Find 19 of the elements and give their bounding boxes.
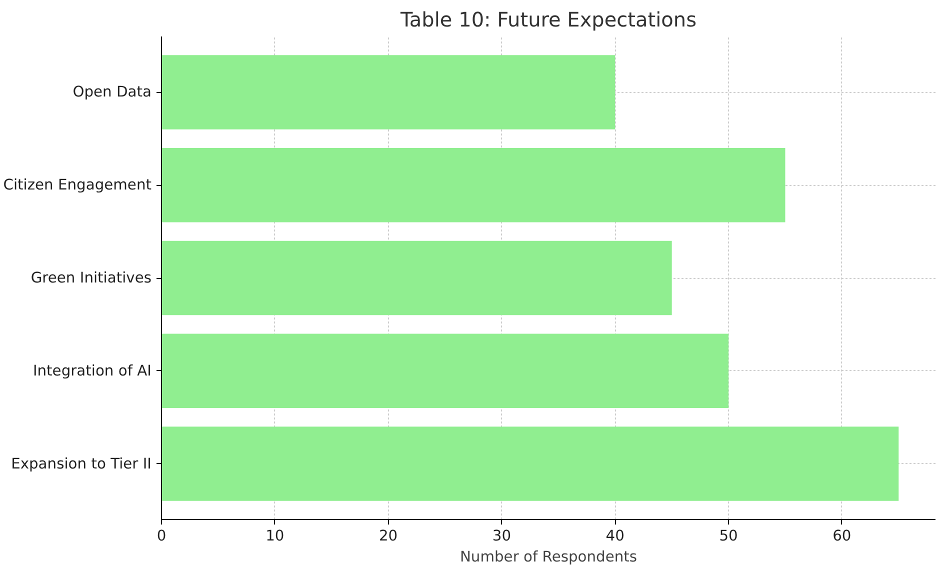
x-axis-title: Number of Respondents <box>460 548 638 566</box>
x-tick-label: 20 <box>378 528 398 544</box>
y-tick-label: Expansion to Tier II <box>11 455 152 472</box>
y-tick-label: Integration of AI <box>32 362 152 380</box>
bar <box>162 240 672 316</box>
bar <box>162 426 899 501</box>
x-tick-label: 40 <box>606 528 624 544</box>
x-tick-label: 10 <box>266 528 284 544</box>
y-tick-label: Open Data <box>72 84 152 101</box>
y-tick-label: Green Initiatives <box>30 270 152 286</box>
x-tick-label: 50 <box>719 528 738 544</box>
y-tick-label: Citizen Engagement <box>3 176 152 194</box>
bar <box>162 55 616 130</box>
bar <box>162 334 729 408</box>
x-tick-label: 0 <box>156 528 166 544</box>
x-tick-label: 30 <box>492 528 512 544</box>
chart-title: Table 10: Future Expectations <box>400 8 696 32</box>
x-tick-label: 60 <box>832 528 852 544</box>
bar <box>162 148 786 222</box>
